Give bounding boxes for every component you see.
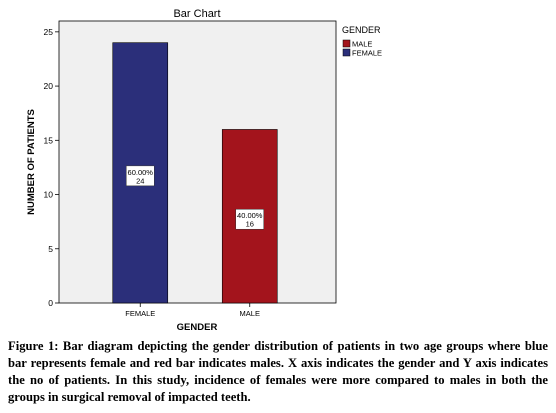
y-axis-label: NUMBER OF PATIENTS (26, 109, 37, 215)
bar-chart: Bar Chart 0 5 10 15 20 25 60.00%24 40.00%16 FE… (26, 8, 382, 333)
bars: 60.00%24 40.00%16 (112, 42, 278, 304)
y-tick-label: 15 (44, 135, 54, 145)
legend-swatch (342, 39, 351, 48)
y-tick-label: 5 (48, 244, 53, 254)
data-label-box (126, 165, 155, 187)
data-label-count: 24 (136, 176, 144, 185)
figure-caption: Figure 1: Bar diagram depicting the gend… (8, 339, 548, 404)
legend-title: GENDER (342, 25, 381, 35)
legend-swatch (342, 48, 351, 57)
chart-title: Bar Chart (173, 8, 220, 20)
x-axis: FEMALE MALE (125, 303, 260, 318)
x-tick-label: MALE (240, 309, 260, 318)
x-axis-label: GENDER (177, 322, 218, 333)
data-label-percent: 60.00% (128, 168, 154, 177)
y-axis: 0 5 10 15 20 25 (44, 27, 59, 308)
y-tick-label: 25 (44, 27, 54, 37)
y-tick-label: 10 (44, 190, 54, 200)
y-tick-label: 0 (48, 298, 53, 308)
data-label-count: 16 (246, 220, 254, 229)
legend-label: FEMALE (352, 49, 382, 58)
data-label-box (235, 208, 264, 230)
data-label-percent: 40.00% (237, 211, 263, 220)
plot-area (58, 20, 337, 304)
legend-label: MALE (352, 40, 372, 49)
y-tick-label: 20 (44, 81, 54, 91)
x-tick-label: FEMALE (125, 309, 155, 318)
